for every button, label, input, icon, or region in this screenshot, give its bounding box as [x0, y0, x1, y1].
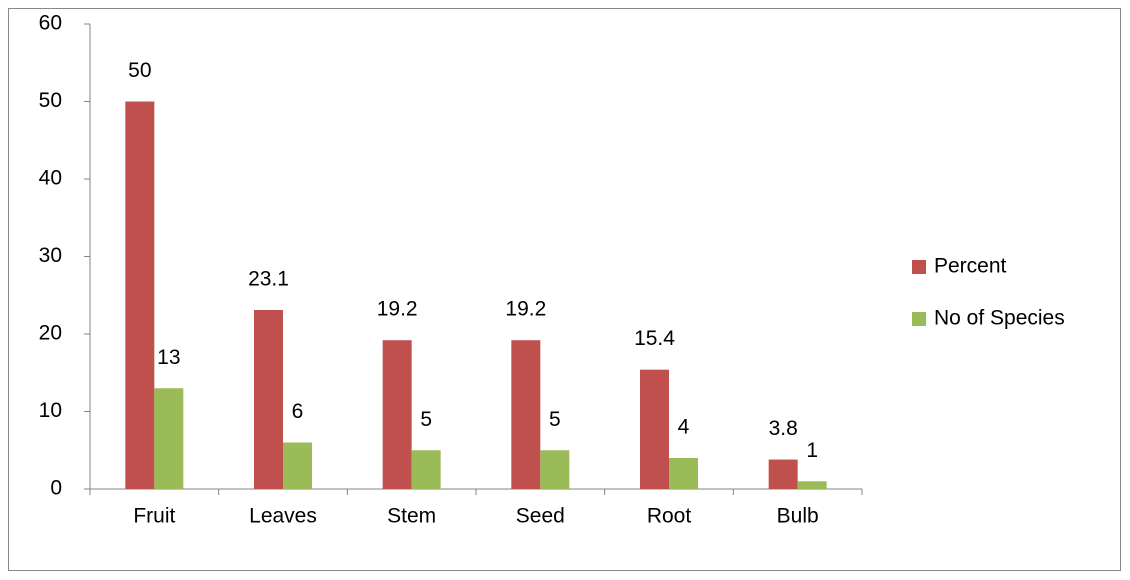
bar — [640, 369, 669, 489]
bar — [254, 309, 283, 489]
x-tick-label: Seed — [516, 505, 565, 528]
bar — [540, 450, 570, 489]
data-label: 3.8 — [769, 417, 798, 440]
x-tick-label: Bulb — [777, 505, 819, 528]
legend-label: No of Species — [934, 307, 1065, 330]
bar — [125, 101, 155, 489]
bar — [768, 459, 798, 489]
legend-swatch — [912, 312, 926, 326]
data-label: 1 — [806, 439, 818, 462]
x-tick-label: Fruit — [133, 505, 175, 528]
legend-label: Percent — [934, 255, 1007, 278]
data-label: 5 — [549, 408, 561, 431]
y-tick-label: 50 — [39, 89, 62, 112]
data-label: 5 — [420, 408, 432, 431]
x-tick-label: Stem — [387, 505, 436, 528]
y-tick-label: 40 — [39, 167, 62, 190]
data-label: 15.4 — [634, 327, 675, 350]
data-label: 50 — [128, 59, 151, 82]
legend-swatch — [912, 260, 926, 274]
bar — [797, 481, 827, 489]
bar — [411, 450, 441, 489]
bar — [669, 458, 698, 489]
data-label: 19.2 — [377, 298, 418, 321]
bar — [283, 442, 312, 489]
y-tick-label: 30 — [39, 244, 62, 267]
y-tick-label: 20 — [39, 322, 62, 345]
bar — [154, 388, 184, 489]
bar — [382, 340, 412, 489]
data-label: 19.2 — [505, 298, 546, 321]
bar — [511, 340, 541, 489]
data-label: 23.1 — [248, 268, 289, 291]
y-tick-label: 10 — [39, 399, 62, 422]
y-tick-label: 0 — [50, 477, 62, 500]
data-label: 13 — [157, 346, 180, 369]
x-tick-label: Root — [647, 505, 692, 528]
data-label: 4 — [678, 416, 690, 439]
x-tick-label: Leaves — [249, 505, 317, 528]
data-label: 6 — [292, 400, 304, 423]
y-tick-label: 60 — [39, 12, 62, 35]
